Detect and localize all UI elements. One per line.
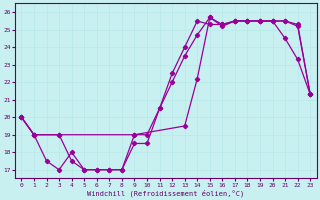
X-axis label: Windchill (Refroidissement éolien,°C): Windchill (Refroidissement éolien,°C) — [87, 189, 244, 197]
